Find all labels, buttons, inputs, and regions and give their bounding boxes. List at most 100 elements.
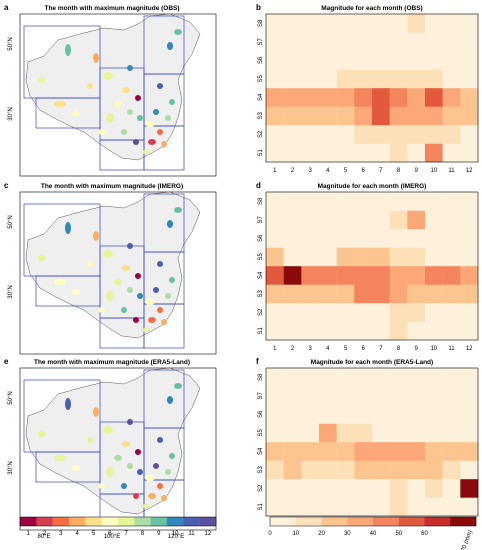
heat-cell [425,460,443,480]
heat-cell [389,69,408,89]
heat-cell [354,368,373,387]
heat-cell [354,69,373,89]
heat-cell [354,284,373,304]
station-patch [114,279,122,285]
heat-cell [266,460,284,480]
heat-cell [442,51,461,70]
heat-cell [442,125,461,144]
heat-cell [319,192,337,211]
station-patch [127,463,133,469]
station-patch [137,293,143,299]
heat-cell [442,423,461,443]
heat-cell [442,284,461,304]
heat-cell [301,266,320,285]
station-patch [157,261,163,267]
heat-cell [407,321,426,341]
heat-cell [425,266,443,285]
station-patch [165,115,171,121]
heat-cell [319,125,337,144]
y-tick-label: S2 [258,484,264,492]
heat-cell [407,210,426,230]
heat-cell [425,125,443,144]
heat-cell [460,321,479,341]
heat-cell [442,88,461,107]
heat-cell [319,210,337,230]
month-swatch [69,517,86,526]
heat-cell [407,51,426,70]
heat-cell [407,423,426,443]
heat-cell [407,192,426,211]
station-patch [106,291,114,301]
heat-cell [319,266,337,285]
heat-cell [266,229,284,248]
heat-cell [389,386,408,406]
heat-cell [372,386,390,406]
heat-cell [425,69,443,89]
heat-cell [460,229,479,248]
heat-cell [266,303,284,322]
heat-cell [266,210,284,230]
heat-cell [389,497,408,517]
heat-cell [354,106,373,126]
month-swatch [85,517,102,526]
station-patch [72,289,80,295]
month-swatch [199,517,217,526]
panel-title-c: The month with maximum magnitude (IMERG) [41,183,183,190]
station-patch [54,101,66,107]
station-patch [122,441,130,447]
heat-cell [319,321,337,341]
heat-cell [336,423,355,443]
heat-cell [389,368,408,387]
colorbar-frame [19,516,217,527]
heat-cell [372,303,390,322]
heat-cell [442,479,461,498]
heatmap-frame [265,13,479,163]
station-patch [169,453,175,459]
heat-cell [301,229,320,248]
station-patch [169,99,175,105]
y-tick-label: S4 [258,447,264,455]
heat-cell [354,14,373,33]
heat-cell [389,106,408,126]
heat-cell [372,125,390,144]
heat-cell [336,210,355,230]
heat-cell [460,14,479,33]
month-swatch [167,517,184,526]
month-tick-label: 8 [141,531,145,537]
heat-cell [372,497,390,517]
map-panel-a: 50°N 30°N [8,13,217,177]
heat-cell [283,386,302,406]
heat-cell [283,442,302,461]
month-colorbar: 1 2 3 4 5 6 7 8 9 10 11 12 [19,516,217,537]
x-tick-label: 9 [415,168,419,174]
heat-cell [283,303,302,322]
station-patch [174,207,182,213]
heat-cell [354,143,373,163]
heat-cell [460,405,479,424]
month-tick-label: 1 [27,531,31,537]
heat-cell [442,386,461,406]
heat-cell [354,303,373,322]
heat-cell [266,368,284,387]
station-patch [153,287,159,293]
x-tick-label: 3 [309,168,313,174]
heat-cell [283,125,302,144]
station-patch [157,83,163,89]
heat-cell [425,321,443,341]
heat-cell [283,143,302,163]
station-patch [133,493,139,499]
heat-cell [354,192,373,211]
heat-cell [425,88,443,107]
station-patch [72,111,80,117]
station-patch [165,469,171,475]
heat-cell [425,51,443,70]
heat-cell [372,479,390,498]
lat-label-50n: 50°N [8,391,14,404]
station-patch [38,431,46,437]
lon-label-80e: 80°E [37,534,50,540]
heat-cell [389,229,408,248]
station-patch [133,317,139,323]
y-tick-label: S3 [258,465,264,473]
heat-cell [301,88,320,107]
